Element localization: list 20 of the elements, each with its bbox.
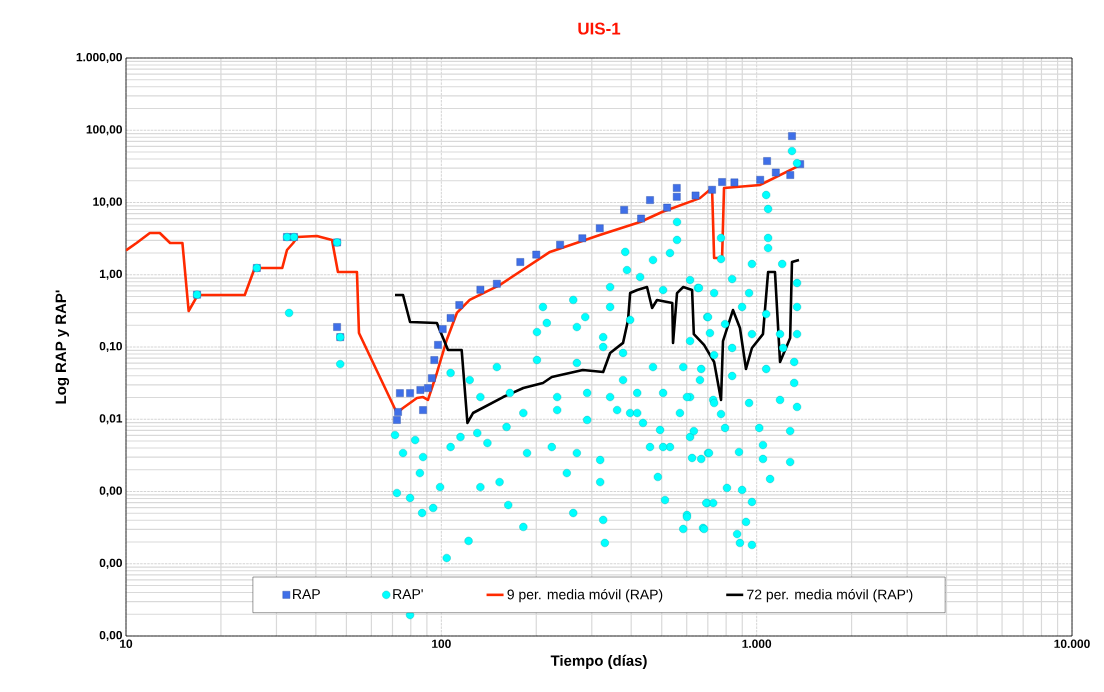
y-tick-label: 0,01 — [99, 414, 123, 425]
y-tick-label: 0,00 — [99, 630, 122, 642]
legend-label: RAP' — [393, 589, 423, 599]
y-tick-label: 0,10 — [99, 341, 122, 353]
legend-label: RAP — [293, 589, 320, 599]
chart-title: UIS-1 — [578, 22, 621, 35]
y-axis-title: Log RAP y RAP' — [55, 290, 70, 404]
y-tick-label: 100,00 — [86, 125, 122, 136]
y-tick-label: 1.000,00 — [76, 52, 122, 64]
legend-label: 72 per. media móvil (RAP') — [747, 588, 913, 603]
y-tick-label: 1,00 — [99, 269, 122, 280]
x-axis-title: Tiempo (días) — [550, 654, 647, 669]
x-tick-label: 100 — [432, 639, 451, 648]
y-tick-label: 0,00 — [99, 486, 122, 497]
y-tick-label: 10,00 — [93, 197, 122, 208]
y-tick-label: 0,00 — [99, 558, 122, 569]
legend-label: 9 per. media móvil (RAP) — [507, 588, 663, 603]
x-tick-label: 10 — [120, 639, 133, 648]
x-tick-label: 1.000 — [742, 639, 772, 648]
x-tick-label: 10.000 — [1054, 639, 1090, 648]
